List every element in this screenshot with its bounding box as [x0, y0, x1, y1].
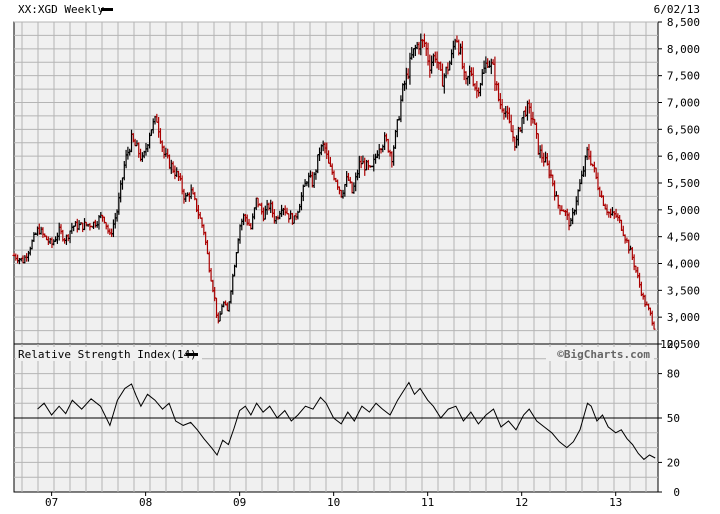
price-tick-label: 4,000	[667, 258, 700, 271]
x-tick-label: 07	[45, 496, 58, 509]
price-tick-label: 5,000	[667, 204, 700, 217]
price-candles	[12, 33, 656, 330]
price-tick-label: 2,500	[667, 338, 700, 351]
x-tick-label: 12	[515, 496, 528, 509]
x-tick-label: 11	[421, 496, 434, 509]
chart-date-label: 6/02/13	[654, 3, 700, 16]
rsi-tick-label: 50	[667, 412, 680, 425]
price-title: XX:XGD Weekly	[18, 3, 104, 16]
watermark-bg	[546, 347, 654, 361]
price-legend-swatch	[101, 8, 113, 11]
rsi-grid	[14, 344, 658, 492]
price-tick-label: 5,500	[667, 177, 700, 190]
rsi-tick-label: 0	[673, 486, 680, 499]
price-tick-label: 7,500	[667, 70, 700, 83]
price-tick-label: 6,000	[667, 150, 700, 163]
rsi-label-bg	[16, 347, 202, 361]
x-tick-label: 13	[609, 496, 622, 509]
price-tick-label: 6,500	[667, 123, 700, 136]
rsi-tick-label: 80	[667, 368, 680, 381]
rsi-tick-label: 20	[667, 456, 680, 469]
rsi-panel: 0 20 50 80 100 Relative Strength Index(14) ©…	[13, 338, 680, 499]
watermark: ©BigCharts.com	[557, 348, 650, 361]
x-axis: 07 08 09 10 11 12 13	[45, 492, 622, 509]
price-tick-label: 3,500	[667, 284, 700, 297]
rsi-title: Relative Strength Index(14)	[18, 348, 197, 361]
rsi-line	[37, 381, 656, 461]
price-grid	[14, 21, 658, 345]
rsi-y-ticks: 0 20 50 80 100	[658, 338, 680, 499]
price-tick-label: 8,000	[667, 43, 700, 56]
price-panel: 2,500 3,000 3,500 4,000 4,500 5,000 5,500 6,000…	[12, 3, 700, 351]
rsi-tick-label: 100	[660, 338, 680, 351]
price-tick-label: 3,000	[667, 311, 700, 324]
price-tick-label: 8,500	[667, 16, 700, 29]
x-tick-label: 08	[139, 496, 152, 509]
x-tick-label: 10	[327, 496, 340, 509]
price-tick-label: 7,000	[667, 97, 700, 110]
x-tick-label: 09	[233, 496, 246, 509]
price-y-ticks: 2,500 3,000 3,500 4,000 4,500 5,000 5,500 6,000…	[658, 16, 700, 351]
rsi-legend-swatch	[186, 353, 198, 356]
price-tick-label: 4,500	[667, 231, 700, 244]
